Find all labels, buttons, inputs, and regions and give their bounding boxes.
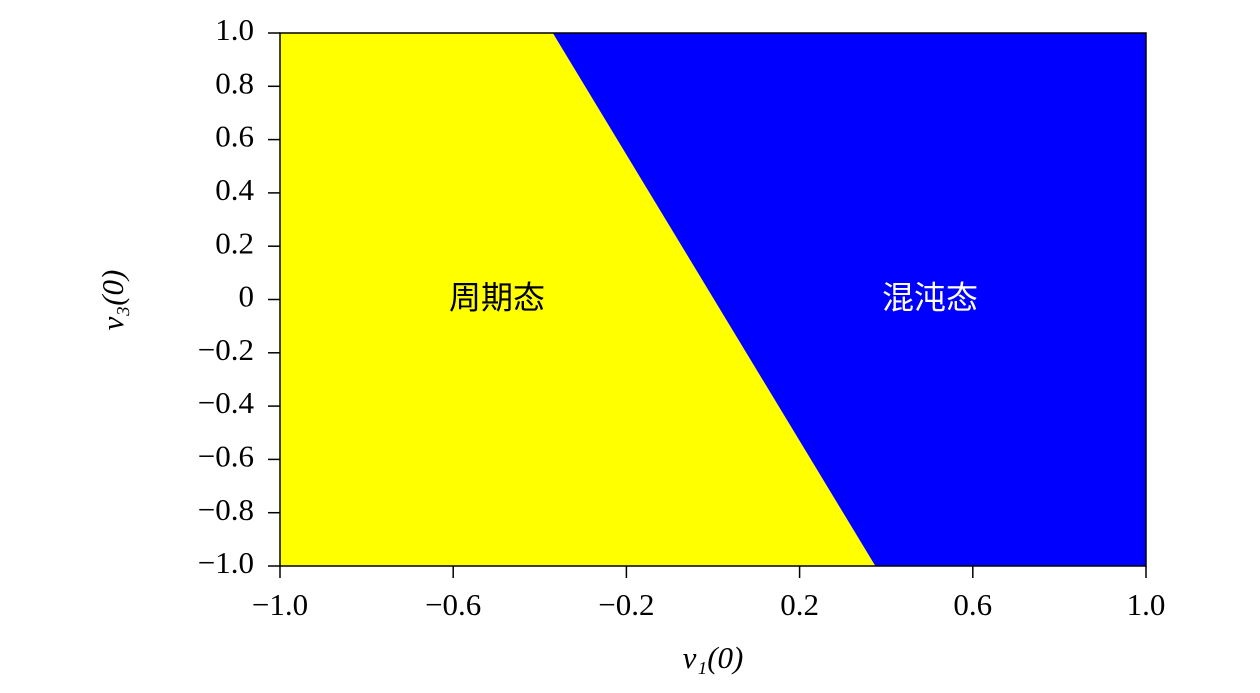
x-tick-label: −1.0: [252, 587, 308, 622]
y-tick-label: 1.0: [215, 12, 254, 47]
y-axis-label: v₃(0): [95, 270, 130, 331]
x-tick-label: 1.0: [1127, 587, 1166, 622]
y-tick-label: −0.2: [198, 332, 254, 367]
x-axis-label: v₁(0): [683, 640, 744, 675]
x-tick-label: 0.2: [780, 587, 819, 622]
y-tick-label: −0.4: [198, 385, 255, 420]
y-tick-label: 0: [239, 279, 255, 314]
x-tick-label: −0.6: [425, 587, 481, 622]
y-tick-label: 0.8: [215, 65, 254, 100]
region-label: 混沌态: [882, 279, 978, 317]
y-tick-label: −0.6: [198, 439, 254, 474]
y-tick-label: 0.4: [215, 172, 254, 207]
y-tick-label: 0.6: [215, 119, 254, 154]
y-tick-label: −1.0: [198, 545, 254, 580]
y-tick-label: 0.2: [215, 225, 254, 260]
y-tick-label: −0.8: [198, 492, 254, 527]
x-tick-label: 0.6: [953, 587, 992, 622]
region: [280, 33, 876, 566]
region-label: 周期态: [449, 279, 545, 317]
x-tick-label: −0.2: [598, 587, 654, 622]
region: [552, 33, 1146, 566]
